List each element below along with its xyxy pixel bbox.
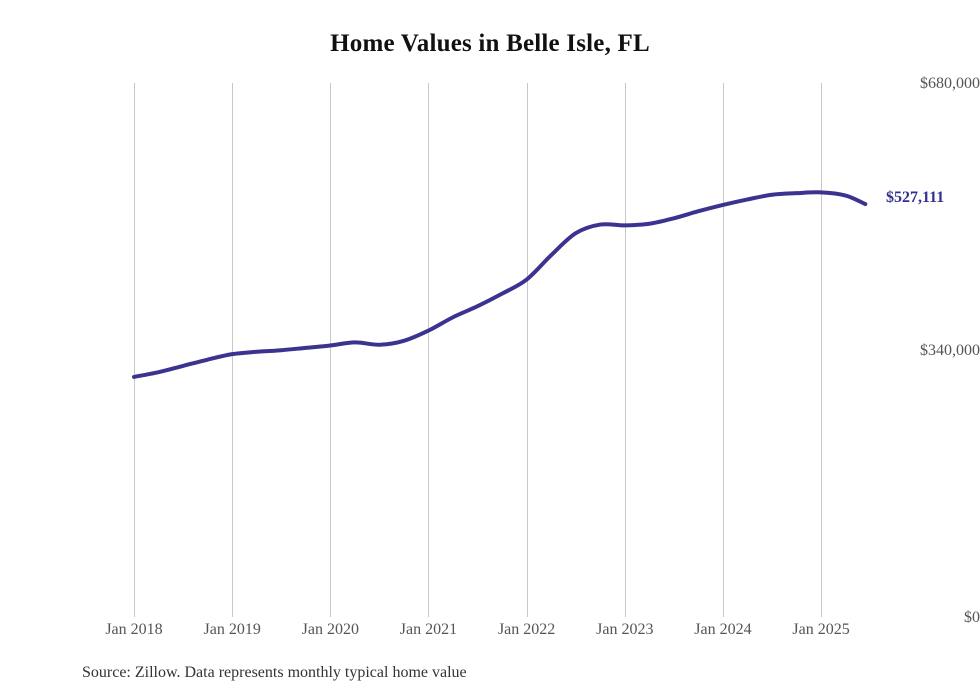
source-note: Source: Zillow. Data represents monthly … [82, 664, 467, 681]
endpoint-value-label: $527,111 [886, 189, 945, 206]
gridlines [134, 83, 822, 617]
x-axis-tick-label: Jan 2023 [596, 621, 654, 638]
x-axis-tick-label: Jan 2020 [301, 621, 359, 638]
y-axis-tick-label: $680,000 [920, 75, 980, 92]
chart-title: Home Values in Belle Isle, FL [330, 30, 650, 57]
x-axis-tick-label: Jan 2021 [399, 621, 458, 638]
x-axis-tick-label: Jan 2018 [105, 621, 163, 638]
x-axis-tick-label: Jan 2019 [203, 621, 261, 638]
series-lines [132, 190, 868, 379]
series-line [132, 190, 868, 379]
x-axis-tick-label: Jan 2022 [497, 621, 556, 638]
y-axis-tick-label: $0 [964, 609, 980, 626]
y-axis-tick-label: $340,000 [920, 342, 980, 359]
x-axis-tick-label: Jan 2025 [792, 621, 850, 638]
x-axis-tick-label: Jan 2024 [694, 621, 752, 638]
